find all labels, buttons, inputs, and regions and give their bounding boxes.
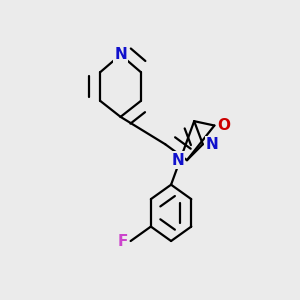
Text: N: N xyxy=(206,137,218,152)
Text: N: N xyxy=(114,47,127,62)
Text: O: O xyxy=(217,118,230,133)
Text: F: F xyxy=(117,233,128,248)
Text: N: N xyxy=(171,153,184,168)
